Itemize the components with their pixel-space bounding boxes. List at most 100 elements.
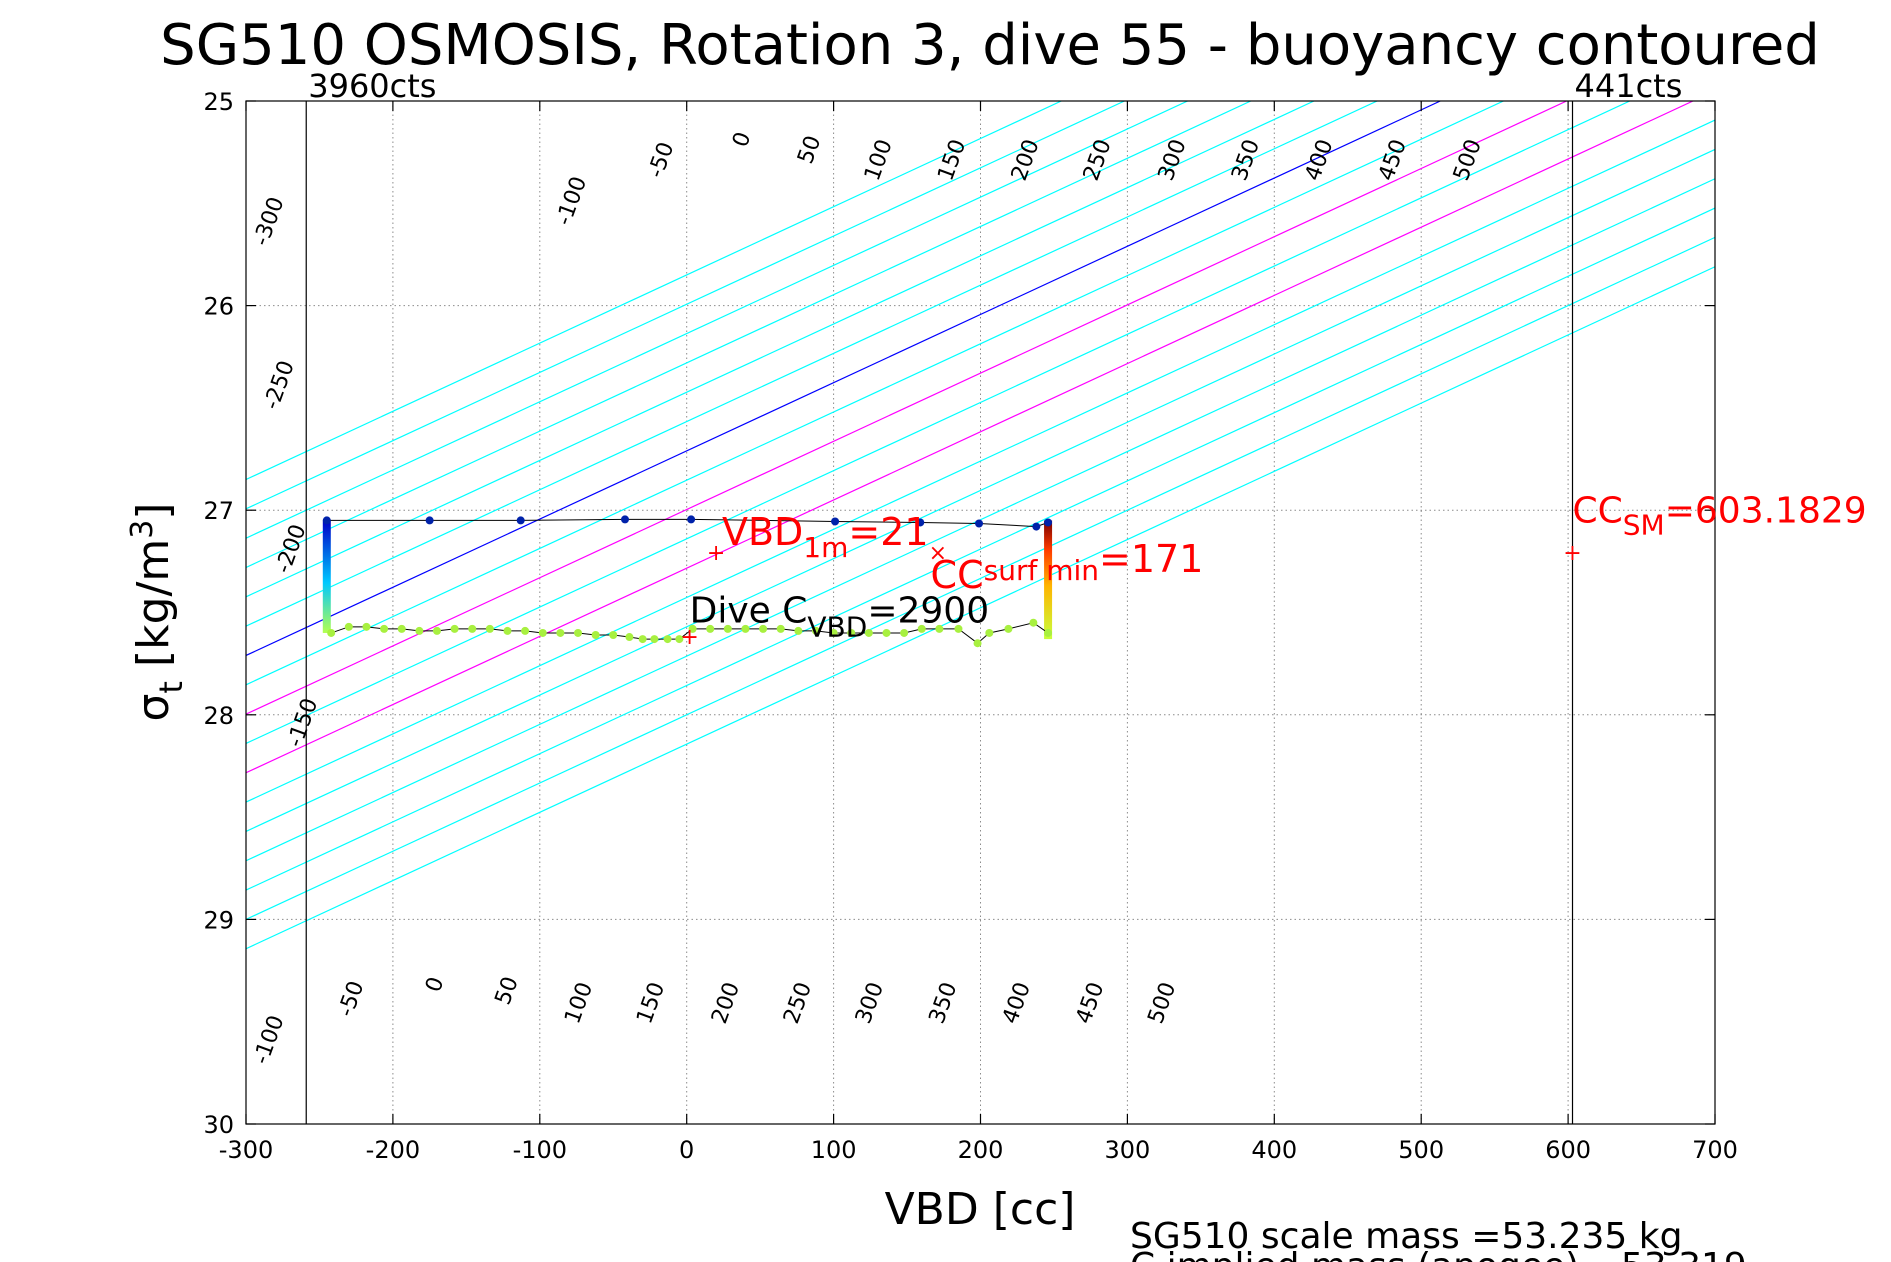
ascent-point bbox=[741, 624, 750, 633]
contour-label: 100 bbox=[560, 979, 598, 1027]
contour-label: 500 bbox=[1449, 136, 1487, 184]
contour-label: -300 bbox=[249, 194, 290, 249]
x-tick-label: 500 bbox=[1398, 1136, 1444, 1164]
ascent-point bbox=[521, 626, 530, 635]
contour-line-100 bbox=[246, 101, 1567, 715]
count-line-label: 441cts bbox=[1575, 67, 1683, 105]
y-tick-label: 29 bbox=[203, 906, 234, 934]
ascent-point bbox=[485, 624, 494, 633]
contour-line-200 bbox=[246, 101, 1694, 774]
contour-label: 150 bbox=[933, 136, 971, 184]
contour-line-350 bbox=[246, 178, 1715, 862]
ascent-point bbox=[638, 635, 647, 644]
dive-profile-series bbox=[322, 515, 1053, 648]
ascent-point bbox=[973, 639, 982, 648]
chart-title: SG510 OSMOSIS, Rotation 3, dive 55 - buo… bbox=[160, 13, 1820, 78]
contour-label: -100 bbox=[552, 173, 593, 228]
y-axis-label-rest: [kg/m bbox=[128, 539, 179, 681]
y-tick-label: 27 bbox=[203, 497, 234, 525]
annotation-vbd-1m-value: =21 bbox=[848, 510, 928, 554]
ascent-point bbox=[829, 628, 838, 637]
ascent-point bbox=[954, 624, 963, 633]
contour-label: 300 bbox=[851, 979, 889, 1027]
contour-label: 100 bbox=[860, 136, 898, 184]
contour-label: 500 bbox=[1143, 979, 1181, 1027]
x-tick-label: 700 bbox=[1692, 1136, 1738, 1164]
annotation-vbd-1m-base: VBD bbox=[722, 510, 803, 554]
ascent-point bbox=[344, 622, 353, 631]
annotation-cc-sm-sub: SM bbox=[1623, 508, 1665, 541]
ascent-point bbox=[759, 624, 768, 633]
contour-line--100 bbox=[246, 101, 1315, 598]
ascent-point bbox=[900, 628, 909, 637]
descent-point bbox=[516, 516, 525, 525]
annotation-cc-sm: CCSM=603.1829 bbox=[1573, 490, 1867, 541]
count-line-label: 3960cts bbox=[308, 67, 436, 105]
y-axis-label-end: ] bbox=[128, 503, 179, 520]
contour-line-450 bbox=[246, 236, 1715, 921]
ascent-point bbox=[503, 626, 512, 635]
ascent-point bbox=[625, 633, 634, 642]
ascent-point bbox=[450, 624, 459, 633]
y-axis-label-base: σ bbox=[128, 694, 179, 722]
annotation-cc-surf-min: CCsurf min=171 bbox=[931, 537, 1204, 597]
ascent-point bbox=[663, 635, 672, 644]
footer-implied-mass: C implied mass (apogee) =53.319 bbox=[1130, 1246, 1747, 1262]
ascent-point bbox=[327, 628, 336, 637]
annotation-cc-surf-min-base: CC bbox=[931, 553, 984, 597]
right-vbd-column bbox=[1044, 520, 1053, 640]
contour-label: 400 bbox=[1301, 136, 1339, 184]
ascent-point bbox=[538, 628, 547, 637]
annotation-cc-surf-min-sub: surf min bbox=[984, 554, 1099, 587]
annotation-cc-sm-base: CC bbox=[1573, 490, 1623, 531]
cc-surf-min-marker: × bbox=[929, 541, 947, 566]
grid-lines bbox=[246, 101, 1715, 1124]
ascent-point bbox=[706, 624, 715, 633]
contour-label: 250 bbox=[779, 979, 817, 1027]
descent-point bbox=[322, 516, 331, 525]
descent-point bbox=[975, 519, 984, 528]
y-tick-label: 28 bbox=[203, 702, 234, 730]
y-axis-label-sub: t bbox=[152, 681, 190, 694]
ascent-point bbox=[917, 624, 926, 633]
ascent-point bbox=[397, 624, 406, 633]
contour-label: -200 bbox=[271, 521, 312, 576]
annotation-cc-sm-value: =603.1829 bbox=[1665, 490, 1867, 531]
ascent-point bbox=[1004, 624, 1013, 633]
annotation-vbd-1m: VBD1m=21 bbox=[722, 510, 929, 564]
y-axis-label: σt [kg/m3] bbox=[125, 503, 190, 722]
contour-line-150 bbox=[246, 101, 1631, 745]
contour-label: 450 bbox=[1374, 136, 1412, 184]
ascent-point bbox=[432, 626, 441, 635]
ascent-point bbox=[847, 628, 856, 637]
ascent-point bbox=[380, 624, 389, 633]
contour-line--150 bbox=[246, 101, 1252, 569]
ascent-point bbox=[675, 635, 684, 644]
y-tick-label: 26 bbox=[203, 293, 234, 321]
x-tick-label: 0 bbox=[679, 1136, 694, 1164]
contour-label: 0 bbox=[728, 129, 756, 151]
axis-ticks: -300 -200 -100 0 100 200 300 400 500 600 700252627… bbox=[203, 88, 1737, 1164]
ascent-point bbox=[723, 624, 732, 633]
ascent-point bbox=[811, 626, 820, 635]
contour-label: 0 bbox=[421, 974, 449, 996]
contour-label: 350 bbox=[1227, 136, 1265, 184]
contour-line--50 bbox=[246, 101, 1378, 627]
y-tick-label: 30 bbox=[203, 1111, 234, 1139]
x-tick-label: -200 bbox=[366, 1136, 420, 1164]
y-tick-label: 25 bbox=[203, 88, 234, 116]
contour-label: -50 bbox=[644, 139, 680, 181]
left-vbd-column bbox=[322, 520, 331, 633]
annotation-dive-cvbd-value: =2900 bbox=[867, 591, 989, 632]
x-tick-label: -100 bbox=[513, 1136, 567, 1164]
annotation-cc-surf-min-value: =171 bbox=[1099, 537, 1203, 581]
contour-line-50 bbox=[246, 101, 1504, 686]
svg-text:CCSM=603.1829: CCSM=603.1829 bbox=[1573, 490, 1867, 541]
descent-line bbox=[326, 518, 1049, 528]
ascent-point bbox=[882, 628, 891, 637]
ascent-point bbox=[609, 631, 618, 640]
annotation-vbd-1m-sub: 1m bbox=[803, 531, 848, 564]
ascent-point bbox=[362, 622, 371, 631]
ascent-point bbox=[935, 624, 944, 633]
